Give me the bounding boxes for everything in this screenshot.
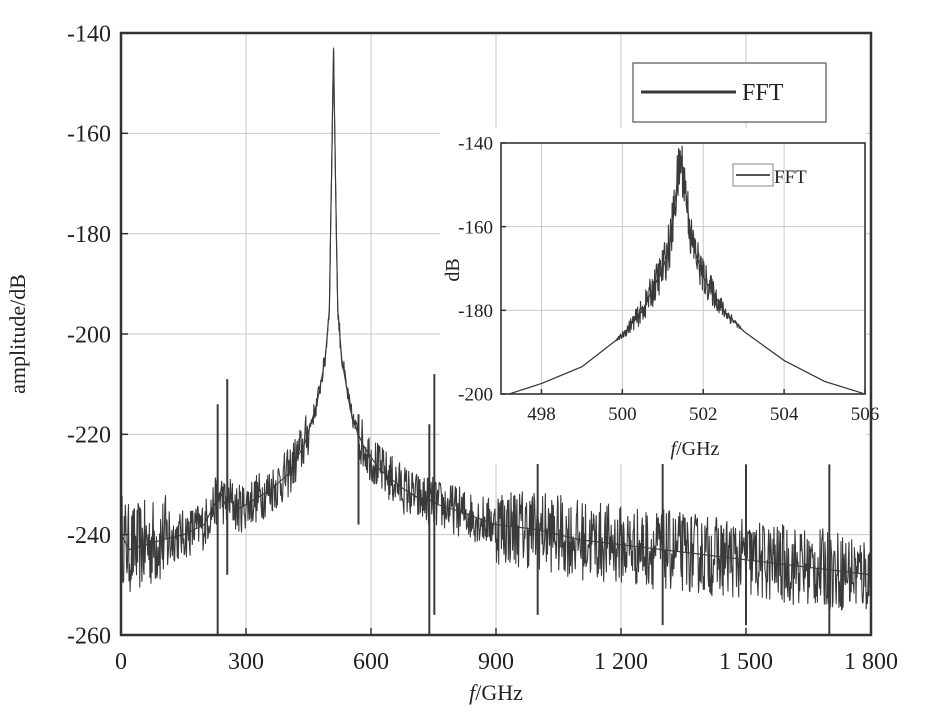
x-tick-label: 502 [689, 404, 718, 425]
y-tick-label: -240 [67, 523, 111, 549]
inset-xlabel: f/GHz [671, 438, 720, 460]
inset-xlabel-symbol: f [671, 438, 679, 460]
inset-legend-box [732, 163, 774, 187]
y-tick-label: -140 [458, 134, 493, 155]
x-tick-label: 600 [353, 649, 389, 675]
x-tick-label: 1 200 [594, 649, 648, 675]
fft-envelope-line [120, 47, 872, 576]
y-tick-label: -140 [67, 21, 111, 47]
y-tick-label: -160 [458, 217, 493, 238]
x-tick-label: 0 [115, 649, 127, 675]
main-chart: 0 300 600 900 1 200 1 500 1 800 -140 -160 -180 -20… [5, 21, 898, 705]
inset-ylabel: dB [442, 258, 464, 281]
x-tick-label: 498 [527, 404, 556, 425]
y-tick-label: -200 [67, 322, 111, 348]
inset-grid [501, 143, 865, 394]
x-tick-label: 506 [851, 404, 880, 425]
main-xlabel: f/GHz [469, 680, 523, 705]
inset-legend-label: FFT [774, 167, 807, 188]
x-tick-label: 900 [478, 649, 514, 675]
fft-envelope-line [508, 159, 866, 395]
x-tick-label: 1 500 [719, 649, 773, 675]
main-axis-ticks: 0 300 600 900 1 200 1 500 1 800 -140 -160 -180 -20… [67, 21, 898, 675]
y-tick-label: -200 [458, 385, 493, 406]
x-tick-label: 300 [228, 649, 264, 675]
inset-plot-frame [500, 142, 866, 395]
x-tick-label: 500 [608, 404, 637, 425]
inset-xlabel-unit: /GHz [676, 438, 719, 460]
main-legend-label: FFT [742, 80, 784, 106]
y-tick-label: -260 [67, 623, 111, 649]
main-ylabel: amplitude/dB [5, 274, 30, 394]
y-tick-label: -180 [67, 222, 111, 248]
y-tick-label: -180 [458, 301, 493, 322]
inset-axis-ticks: 498 500 502 504 506 -140 -160 -180 -200 [458, 134, 879, 425]
x-tick-label: 1 800 [844, 649, 898, 675]
main-fft-trace [120, 47, 872, 635]
inset-chart: 498 500 502 504 506 -140 -160 -180 -200 dB f/GHz… [440, 128, 879, 464]
main-xlabel-symbol: f [469, 680, 478, 705]
y-tick-label: -220 [67, 423, 111, 449]
inset-fft-trace [500, 145, 866, 395]
inset-legend: FFT [732, 163, 807, 188]
x-tick-label: 504 [770, 404, 799, 425]
main-xlabel-unit: /GHz [475, 680, 523, 705]
y-tick-label: -160 [67, 122, 111, 148]
main-legend: FFT [632, 62, 827, 123]
